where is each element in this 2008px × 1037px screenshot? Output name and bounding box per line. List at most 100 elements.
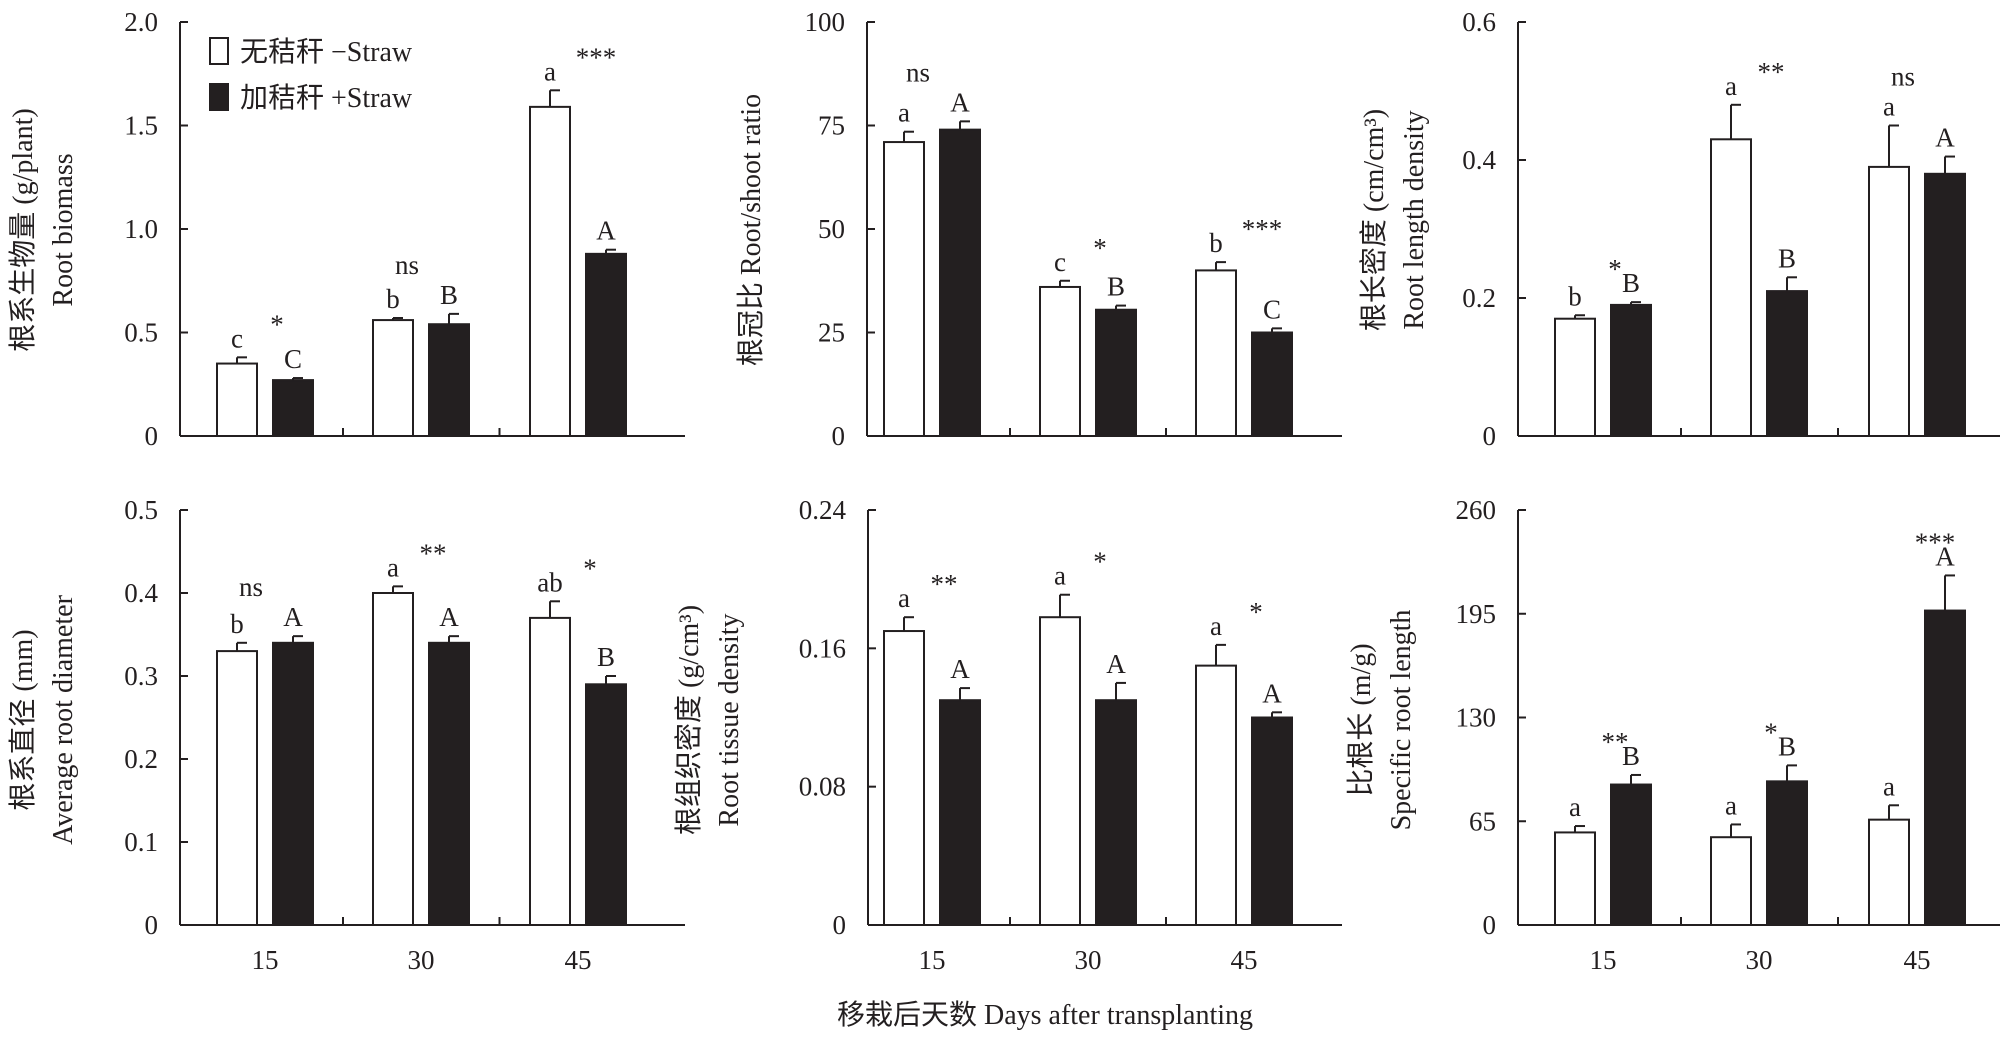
bar-letter-label: B — [597, 642, 615, 672]
y-tick-label: 100 — [805, 7, 846, 37]
y-axis-title-root-length-density: 根长密度 (cm/cm³) Root length density — [1358, 109, 1430, 331]
y-tick-label: 0 — [145, 421, 159, 451]
bar — [1710, 138, 1752, 438]
legend-swatch-no-straw — [209, 37, 229, 65]
significance-label: *** — [1242, 214, 1283, 244]
bar-letter-label: a — [544, 56, 556, 86]
bar-letter-label: a — [1725, 790, 1737, 820]
bar — [1766, 780, 1808, 926]
y-tick-label: 0 — [1483, 910, 1497, 940]
significance-label: * — [583, 553, 597, 583]
bar — [216, 650, 258, 926]
y-axis-title-cn: 比根长 (m/g) — [1345, 643, 1377, 796]
legend-swatch-straw — [209, 83, 229, 111]
x-tick-label: 15 — [252, 945, 279, 975]
bar-letter-label: B — [1622, 268, 1640, 298]
x-tick-label: 30 — [1746, 945, 1773, 975]
bar — [883, 141, 925, 437]
bar — [1195, 664, 1237, 926]
bar — [1868, 165, 1910, 437]
significance-label: ** — [1758, 57, 1785, 87]
y-tick-label: 0.16 — [799, 633, 846, 663]
y-tick-label: 50 — [818, 214, 845, 244]
bar-letter-label: c — [231, 323, 243, 353]
bar-letter-label: A — [950, 87, 970, 117]
significance-label: ** — [420, 538, 447, 568]
bar — [529, 105, 571, 438]
y-axis-title-en: Specific root length — [1386, 610, 1417, 831]
bar — [1554, 317, 1596, 438]
y-axis-title-en: Root biomass — [48, 153, 79, 306]
bar-letter-label: b — [230, 609, 244, 639]
significance-label: * — [1093, 547, 1107, 577]
bar — [1039, 616, 1081, 926]
significance-label: * — [1764, 717, 1778, 747]
bar — [1095, 308, 1137, 438]
x-tick-label: 15 — [919, 945, 946, 975]
bar-letter-label: A — [950, 654, 970, 684]
bar-letter-label: C — [1263, 294, 1281, 324]
y-tick-label: 195 — [1456, 599, 1497, 629]
significance-label: * — [1249, 597, 1263, 627]
y-tick-label: 130 — [1456, 703, 1497, 733]
y-tick-label: 0 — [1483, 421, 1497, 451]
bar — [272, 379, 314, 437]
y-axis-title-cn: 根系直径 (mm) — [7, 629, 39, 810]
y-tick-label: 0.6 — [1462, 7, 1496, 37]
y-tick-label: 0.3 — [124, 661, 158, 691]
bar-letter-label: a — [387, 552, 399, 582]
significance-label: * — [270, 309, 284, 339]
bar — [1924, 609, 1966, 926]
y-axis-title-en: Root/shoot ratio — [736, 94, 767, 275]
bar — [272, 641, 314, 926]
bar-letter-label: a — [1883, 92, 1895, 122]
bar — [428, 323, 470, 437]
y-tick-label: 0.1 — [124, 827, 158, 857]
legend: 无秸秆 −Straw 加秸秆 +Straw — [209, 36, 413, 114]
bar — [1251, 331, 1293, 437]
bar — [529, 616, 571, 927]
y-axis-title-en: Root length density — [1399, 110, 1430, 329]
y-tick-label: 0 — [832, 421, 846, 451]
bar-letter-label: B — [1622, 741, 1640, 771]
significance-label: *** — [1915, 527, 1956, 557]
bar-letter-label: a — [1569, 792, 1581, 822]
bar — [1610, 783, 1652, 926]
bar-letter-label: a — [1054, 561, 1066, 591]
bar-letter-label: A — [439, 602, 459, 632]
y-axis-title-cn: 根组织密度 (g/cm³) — [673, 605, 705, 835]
y-tick-label: 0.4 — [124, 578, 158, 608]
bar — [372, 319, 414, 437]
y-axis-title-root-biomass: 根系生物量 (g/plant) Root biomass — [7, 108, 79, 351]
legend-label-no-straw: 无秸秆 −Straw — [240, 36, 413, 68]
y-axis-title-cn: 根长密度 (cm/cm³) — [1358, 109, 1390, 331]
y-axis-title-root-diameter: 根系直径 (mm) Average root diameter — [7, 594, 79, 844]
bar — [939, 128, 981, 437]
y-axis-title-specific-root-length: 比根长 (m/g) Specific root length — [1345, 610, 1417, 831]
significance-label: ns — [1891, 62, 1915, 92]
x-tick-label: 30 — [1075, 945, 1102, 975]
y-tick-label: 0.2 — [1462, 283, 1496, 313]
significance-label: ns — [395, 250, 419, 280]
x-tick-label: 45 — [1904, 945, 1931, 975]
y-tick-label: 0.08 — [799, 772, 846, 802]
significance-label: ** — [931, 569, 958, 599]
bar — [1868, 818, 1910, 927]
x-tick-label: 45 — [565, 945, 592, 975]
y-tick-label: 75 — [818, 111, 845, 141]
y-tick-label: 65 — [1469, 806, 1496, 836]
y-tick-label: 0 — [833, 910, 847, 940]
bar — [1924, 172, 1966, 438]
x-axis-title: 移栽后天数 Days after transplanting — [837, 999, 1253, 1031]
bar-letter-label: B — [1107, 272, 1125, 302]
chart-panel-1: 0 0.5 1.0 1.5 2.0 c C* b Bns a A *** — [124, 7, 685, 451]
bar — [1710, 836, 1752, 927]
significance-label: ns — [239, 572, 263, 602]
y-tick-label: 1.5 — [124, 111, 158, 141]
y-axis-title-en: Average root diameter — [48, 594, 79, 844]
bar-letter-label: A — [283, 602, 303, 632]
y-tick-label: 0.5 — [124, 495, 158, 525]
chart-panel-4: 0 0.1 0.2 0.3 0.4 0.5 15 30 45 b Ans a A ** ab B * — [124, 495, 685, 975]
